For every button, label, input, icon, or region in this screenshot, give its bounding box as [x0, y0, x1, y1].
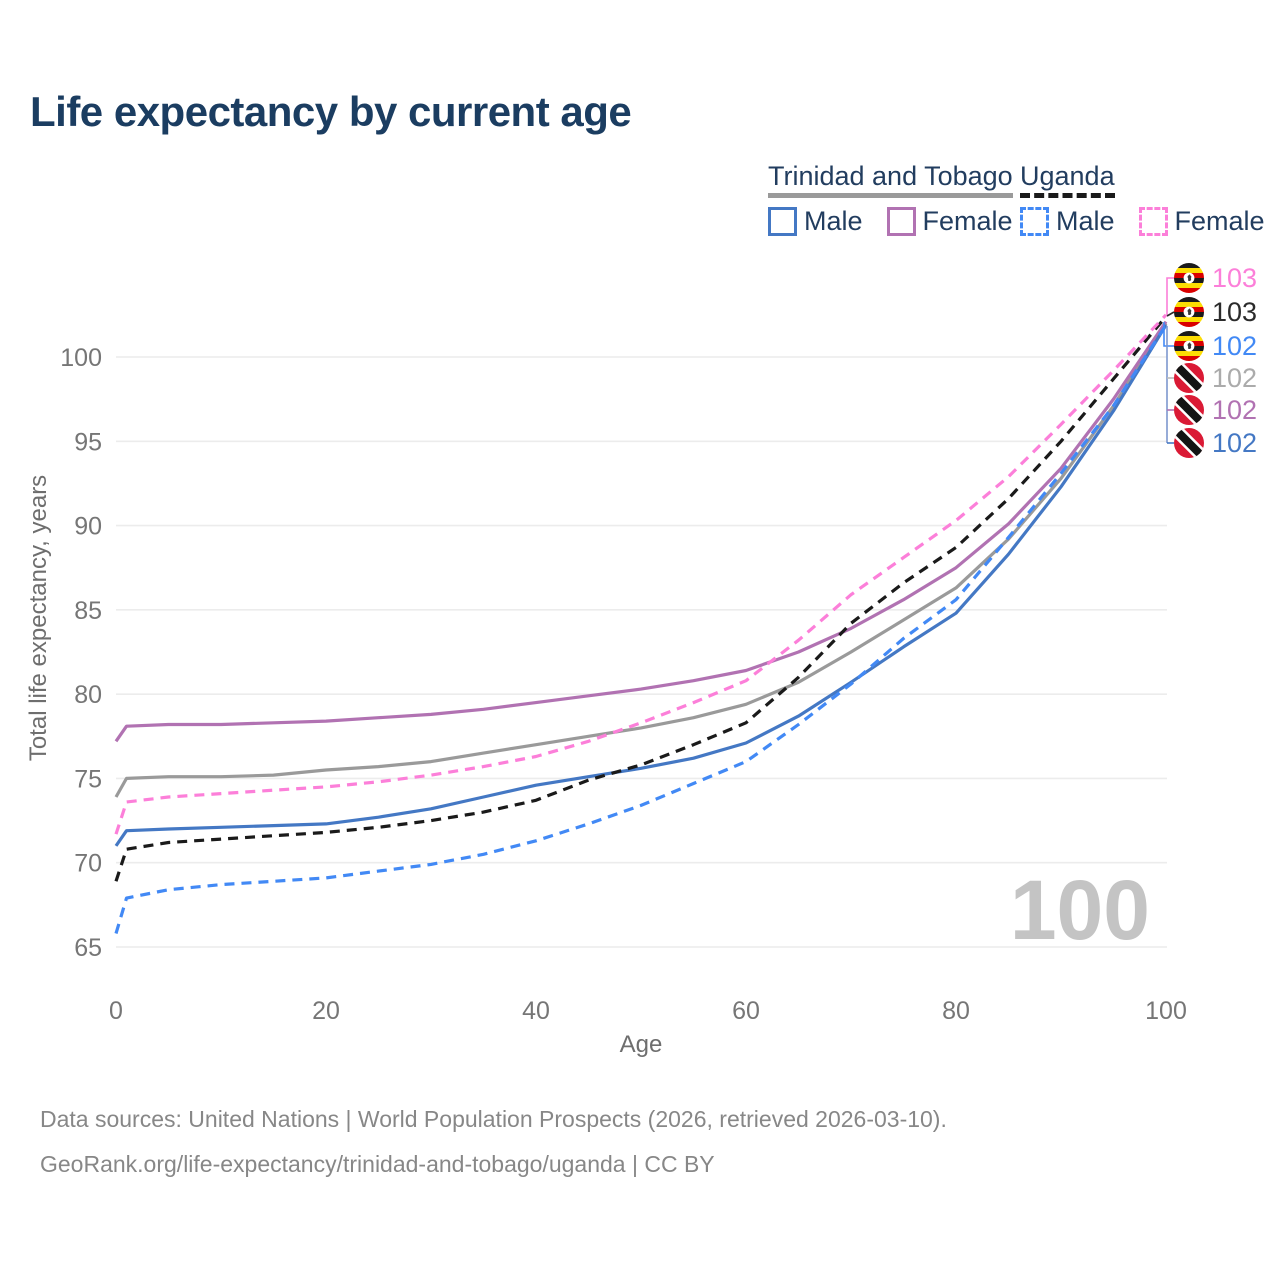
trinidad-and-tobago-flag-icon	[1174, 363, 1204, 393]
legend-label-tt-male: Male	[804, 206, 863, 237]
legend-label-uganda-male: Male	[1056, 206, 1115, 237]
x-tick-60: 60	[732, 997, 760, 1025]
series-line-trinidad-and-tobago-female	[114, 320, 1168, 743]
series-line-trinidad-and-tobago	[114, 322, 1168, 798]
leader-line-1	[1166, 311, 1175, 317]
x-tick-0: 0	[109, 997, 123, 1025]
legend: Trinidad and Tobago Male Female Uganda M…	[0, 162, 1280, 242]
x-tick-40: 40	[522, 997, 550, 1025]
series-line-uganda-female	[114, 313, 1168, 835]
end-value-uganda: 103	[1212, 297, 1258, 327]
footer-url: GeoRank.org/life-expectancy/trinidad-and…	[40, 1151, 715, 1177]
y-tick-85: 85	[74, 597, 102, 625]
footer-data-sources: Data sources: United Nations | World Pop…	[40, 1106, 947, 1132]
end-label-uganda-male: 102	[1174, 331, 1257, 361]
x-tick-20: 20	[312, 997, 340, 1025]
uganda-female-swatch-icon	[1138, 207, 1168, 237]
series-line-uganda-male	[114, 324, 1168, 934]
legend-item-tt-male[interactable]: Male	[768, 206, 863, 237]
legend-group-title-uganda[interactable]: Uganda	[1020, 162, 1115, 199]
legend-item-uganda-female[interactable]: Female	[1138, 206, 1265, 237]
y-tick-80: 80	[74, 681, 102, 709]
legend-group-title-trinidad-and-tobago[interactable]: Trinidad and Tobago	[768, 162, 1013, 199]
current-age-watermark: 100	[1009, 863, 1150, 957]
x-tick-100: 100	[1145, 997, 1187, 1025]
legend-label-uganda-female: Female	[1174, 206, 1265, 237]
y-tick-65: 65	[74, 934, 102, 962]
end-value-uganda-male: 102	[1212, 331, 1258, 361]
x-tick-80: 80	[942, 997, 970, 1025]
end-label-trinidad-and-tobago-male: 102	[1174, 428, 1257, 458]
end-value-trinidad-and-tobago-male: 102	[1212, 428, 1258, 458]
end-label-trinidad-and-tobago: 102	[1174, 363, 1257, 393]
series-line-uganda	[114, 315, 1168, 882]
x-axis-title: Age	[620, 1031, 663, 1058]
end-label-trinidad-and-tobago-female: 102	[1174, 395, 1257, 425]
tt-male-swatch-icon	[768, 207, 797, 237]
end-value-uganda-female: 103	[1212, 263, 1258, 293]
uganda-flag-icon	[1174, 263, 1204, 293]
uganda-male-swatch-icon	[1020, 207, 1049, 237]
trinidad-and-tobago-flag-icon	[1174, 428, 1204, 458]
series-line-trinidad-and-tobago-male	[114, 324, 1168, 847]
y-tick-75: 75	[74, 765, 102, 793]
uganda-flag-icon	[1174, 331, 1204, 361]
y-tick-100: 100	[60, 344, 102, 372]
legend-item-uganda-male[interactable]: Male	[1020, 206, 1115, 237]
y-tick-95: 95	[74, 428, 102, 456]
trinidad-and-tobago-flag-icon	[1174, 395, 1204, 425]
legend-group-trinidad-and-tobago: Trinidad and Tobago Male Female	[768, 162, 1037, 237]
legend-label-tt-female: Female	[922, 206, 1013, 237]
legend-group-uganda: Uganda Male Female	[1020, 162, 1280, 237]
end-label-uganda: 103	[1174, 297, 1257, 327]
leader-line-0	[1166, 277, 1174, 315]
tt-female-swatch-icon	[886, 207, 916, 237]
y-tick-70: 70	[74, 850, 102, 878]
end-label-uganda-female: 103	[1174, 263, 1257, 293]
legend-item-tt-female[interactable]: Female	[886, 206, 1013, 237]
y-axis-title: Total life expectancy, years	[25, 475, 52, 761]
end-value-trinidad-and-tobago: 102	[1212, 363, 1258, 393]
life-expectancy-line-chart: 65 70 75 80 85 90 95 100 0 20 40 60 80 100 Age Total li…	[25, 277, 1187, 1058]
end-value-trinidad-and-tobago-female: 102	[1212, 395, 1258, 425]
y-tick-90: 90	[74, 513, 102, 541]
page-title: Life expectancy by current age	[30, 88, 632, 135]
leader-line-2	[1163, 322, 1174, 347]
uganda-flag-icon	[1174, 297, 1204, 327]
footer: Data sources: United Nations | World Pop…	[40, 1106, 947, 1196]
